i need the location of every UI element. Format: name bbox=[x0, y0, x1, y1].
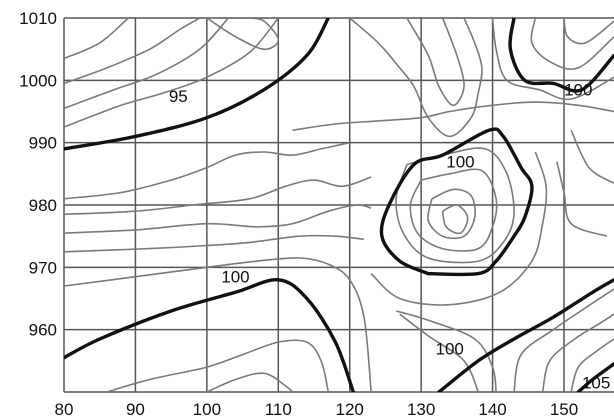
minor-contour-3 bbox=[64, 234, 365, 253]
minor-contour-27 bbox=[570, 338, 614, 392]
minor-contour-18 bbox=[395, 147, 515, 264]
x-tick-label: 120 bbox=[336, 400, 364, 419]
x-tick-label: 100 bbox=[193, 400, 221, 419]
minor-contour-13 bbox=[406, 18, 465, 107]
x-tick-label: 140 bbox=[478, 400, 506, 419]
grid-lines bbox=[63, 17, 614, 393]
minor-contour-11 bbox=[206, 18, 280, 51]
minor-contour-7 bbox=[64, 18, 279, 128]
minor-contour-25 bbox=[513, 288, 614, 392]
x-tick-label: 90 bbox=[126, 400, 145, 419]
minor-contour-29 bbox=[395, 310, 497, 392]
y-tick-label: 990 bbox=[29, 134, 57, 153]
minor-contour-21 bbox=[441, 204, 469, 235]
x-tick-label: 130 bbox=[407, 400, 435, 419]
contour-label: 100 bbox=[221, 268, 249, 287]
y-tick-label: 1000 bbox=[19, 71, 57, 90]
y-tick-label: 970 bbox=[29, 258, 57, 277]
x-tick-label: 150 bbox=[550, 400, 578, 419]
minor-contour-10 bbox=[64, 18, 129, 60]
minor-contour-22 bbox=[370, 151, 548, 306]
minor-contour-4 bbox=[64, 257, 372, 392]
minor-contour-24 bbox=[570, 129, 614, 184]
minor-contour-20 bbox=[427, 188, 476, 240]
major-contour-100-4 bbox=[437, 278, 614, 392]
major-contour-95-0 bbox=[64, 18, 330, 151]
major-contour-100-3 bbox=[508, 18, 614, 93]
minor-contours bbox=[64, 18, 614, 392]
contour-labels: 95 100 100 100 100 105 bbox=[169, 81, 611, 393]
y-tick-label: 1010 bbox=[19, 9, 57, 28]
major-contour-105-5 bbox=[576, 362, 614, 392]
contour-label: 100 bbox=[446, 152, 474, 171]
x-tick-label: 110 bbox=[265, 400, 292, 419]
x-tick-label: 80 bbox=[55, 400, 74, 419]
minor-contour-26 bbox=[541, 313, 614, 392]
x-axis-ticks: 80 90 100 110 120 130 140 150 bbox=[55, 400, 579, 419]
y-tick-label: 980 bbox=[29, 196, 57, 215]
minor-contour-6 bbox=[206, 372, 294, 392]
contour-label: 100 bbox=[436, 339, 464, 358]
minor-contour-2 bbox=[64, 204, 372, 234]
contour-label: 105 bbox=[582, 374, 610, 393]
minor-contour-5 bbox=[106, 339, 330, 392]
minor-contour-9 bbox=[64, 18, 201, 85]
y-tick-label: 960 bbox=[29, 321, 57, 340]
minor-contour-0 bbox=[64, 141, 350, 200]
major-contour-100-1 bbox=[64, 278, 355, 392]
major-contour-100-2 bbox=[379, 127, 534, 277]
y-axis-ticks: 1010 1000 990 980 970 960 bbox=[19, 9, 57, 340]
contour-label: 100 bbox=[564, 81, 592, 100]
minor-contour-16 bbox=[530, 18, 614, 71]
minor-contour-28 bbox=[399, 313, 480, 392]
contour-label: 95 bbox=[169, 87, 188, 106]
minor-contour-12 bbox=[349, 18, 483, 138]
minor-contour-23 bbox=[556, 161, 608, 237]
minor-contour-17 bbox=[563, 18, 614, 45]
minor-contour-19 bbox=[409, 168, 498, 252]
minor-contour-1 bbox=[64, 176, 372, 216]
minor-contour-8 bbox=[64, 18, 229, 110]
major-contours bbox=[64, 18, 614, 392]
minor-contour-14 bbox=[292, 101, 614, 131]
minor-contour-15 bbox=[491, 18, 614, 101]
